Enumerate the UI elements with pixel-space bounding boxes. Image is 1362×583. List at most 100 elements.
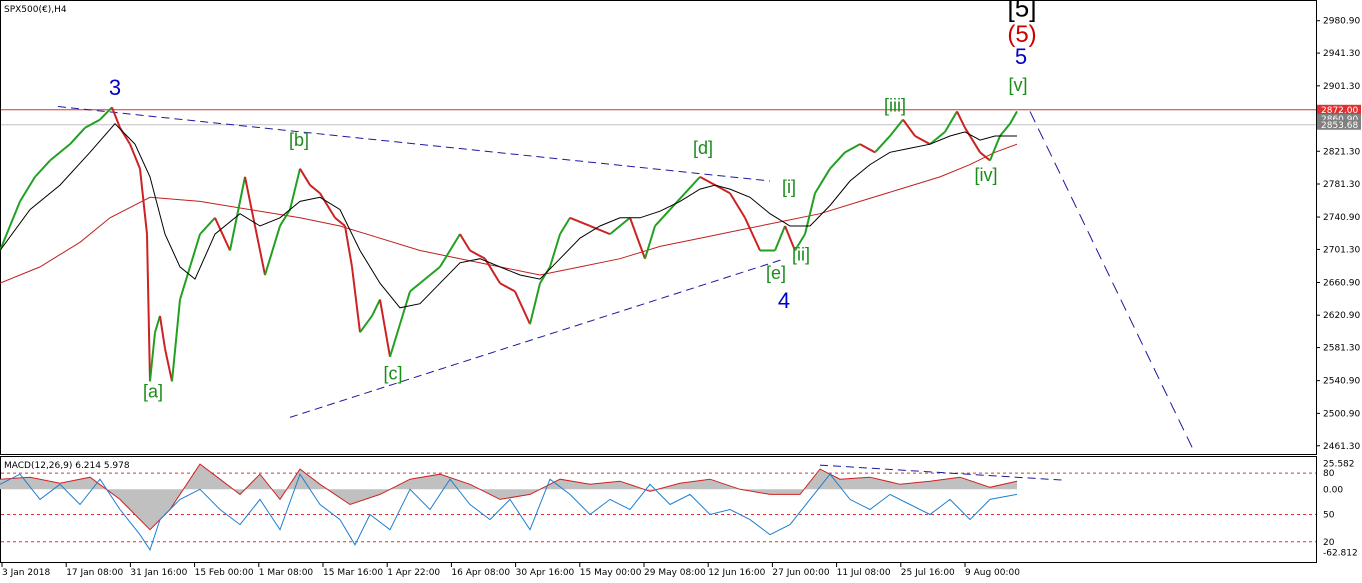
price-segment	[654, 208, 671, 227]
price-segment	[539, 266, 551, 284]
wave-label-a: [a]	[143, 382, 163, 402]
price-tick-label: 2461.30	[1323, 442, 1360, 452]
price-segment	[379, 299, 391, 358]
price-segment	[549, 233, 561, 268]
price-segment	[774, 225, 786, 251]
wave-label-5: (5)	[1007, 21, 1036, 48]
price-segment	[389, 323, 401, 358]
price-segment	[334, 217, 346, 227]
price-tick-label: 2821.30	[1323, 147, 1360, 157]
price-segment	[264, 225, 281, 276]
price-segment	[902, 119, 916, 137]
wave-label-i: [i]	[782, 177, 796, 197]
price-segment	[699, 175, 716, 186]
price-segment	[344, 225, 353, 268]
price-segment	[814, 168, 831, 194]
price-segment	[469, 249, 486, 260]
price-segment	[999, 123, 1011, 137]
wave-label-v: [v]	[1008, 75, 1027, 95]
price-segment	[49, 143, 71, 162]
price-segment	[874, 135, 891, 154]
price-segment	[164, 348, 173, 382]
time-tick-label: 25 Jul 16:00	[901, 568, 955, 578]
time-tick-label: 16 Apr 08:00	[451, 568, 510, 578]
price-segment	[944, 110, 958, 133]
price-segment	[19, 176, 36, 202]
price-segment	[409, 282, 421, 293]
price-segment	[714, 184, 731, 195]
price-segment	[0, 201, 21, 251]
price-segment	[439, 233, 461, 268]
price-segment	[979, 151, 991, 162]
price-segment	[829, 151, 846, 170]
time-tick-label: 15 May 00:00	[580, 568, 642, 578]
price-label-box	[1317, 104, 1361, 115]
time-tick-label: 15 Feb 00:00	[195, 568, 254, 578]
price-tick-label: 2500.90	[1323, 409, 1360, 419]
time-tick-label: 3 Jan 2018	[2, 568, 50, 578]
price-segment	[99, 106, 113, 121]
time-tick-label: 31 Jan 16:00	[130, 568, 187, 578]
price-segment	[359, 315, 373, 333]
price-segment	[859, 143, 876, 154]
price-tick-label: 2540.90	[1323, 377, 1360, 387]
price-segment	[111, 106, 121, 129]
wave-label-ii: [ii]	[792, 244, 810, 264]
price-segment	[149, 332, 156, 382]
lower-trendline	[289, 258, 786, 418]
macd-tick-label: 80	[1323, 469, 1335, 479]
price-segment	[139, 168, 148, 235]
price-tick-label: 2701.30	[1323, 245, 1360, 255]
price-segment	[569, 216, 591, 227]
price-segment	[189, 233, 201, 268]
price-series	[0, 106, 1018, 382]
price-label-box	[1317, 113, 1361, 124]
time-tick-label: 17 Jan 08:00	[66, 568, 123, 578]
macd-label: MACD(12,26,9) 6.214 5.978	[4, 461, 130, 471]
price-label-box	[1317, 119, 1361, 130]
time-tick-label: 27 Jun 00:00	[772, 568, 829, 578]
price-segment	[559, 217, 571, 235]
price-tick-label: 2740.90	[1323, 213, 1360, 223]
price-segment	[399, 291, 411, 325]
price-segment	[669, 192, 686, 211]
time-tick-label: 1 Mar 08:00	[259, 568, 314, 578]
price-segment	[744, 217, 761, 251]
price-levels: 2872.002860.902853.68	[1, 104, 1361, 131]
price-segment	[244, 176, 256, 227]
wave-label-d: [d]	[693, 138, 713, 158]
price-segment	[929, 131, 946, 145]
price-segment	[914, 135, 931, 146]
upper-trendline	[57, 106, 771, 182]
price-segment	[729, 192, 746, 219]
price-segment	[484, 258, 501, 284]
price-segment	[214, 217, 231, 251]
price-segment	[159, 315, 166, 349]
price-segment	[499, 282, 516, 293]
price-segment	[644, 225, 656, 259]
projection-line	[1029, 111, 1196, 454]
price-segment	[171, 299, 181, 382]
macd-tick-label: 20	[1323, 538, 1335, 548]
macd-tick-label: 25.582	[1323, 459, 1355, 469]
macd-signal-line	[0, 463, 1018, 531]
price-tick-label: 2901.30	[1323, 82, 1360, 92]
wave-label-iii: [iii]	[884, 95, 906, 115]
price-segment	[684, 176, 701, 194]
price-label-text: 2853.68	[1321, 121, 1358, 131]
price-segment	[199, 217, 216, 235]
price-segment	[956, 110, 966, 129]
price-segment	[784, 225, 796, 251]
price-segment	[514, 290, 531, 325]
price-segment	[794, 233, 806, 252]
wave-label-3: 3	[109, 75, 121, 100]
price-segment	[804, 192, 816, 235]
price-tick-label: 2980.90	[1323, 17, 1360, 27]
price-segment	[589, 225, 611, 236]
time-tick-label: 30 Apr 16:00	[516, 568, 575, 578]
time-tick-label: 11 Jul 08:00	[837, 568, 891, 578]
price-segment	[84, 118, 101, 129]
wave-label-4: 4	[778, 288, 790, 313]
